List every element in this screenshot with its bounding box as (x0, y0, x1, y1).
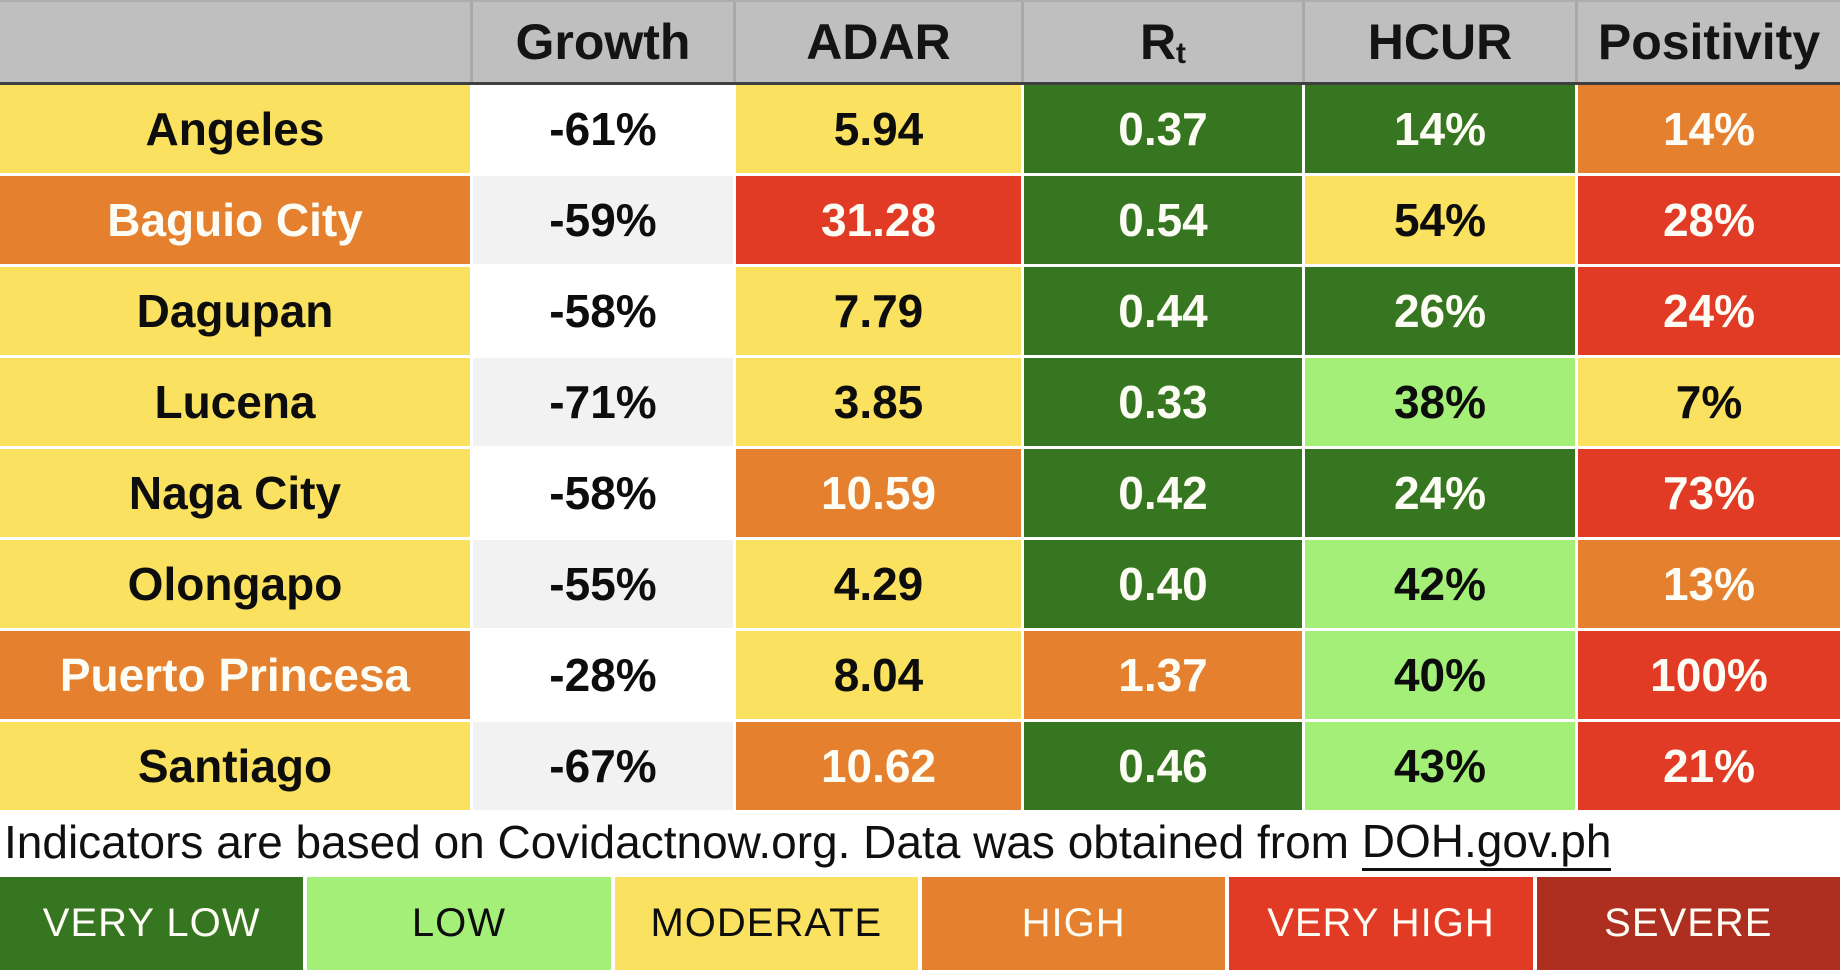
positivity-cell: 13% (1578, 540, 1840, 628)
city-cell: Angeles (0, 85, 470, 173)
legend-low: LOW (307, 877, 611, 970)
adar-cell: 10.59 (736, 449, 1021, 537)
legend-severe: SEVERE (1536, 877, 1840, 970)
growth-cell: -58% (473, 449, 733, 537)
hcur-cell: 14% (1305, 85, 1575, 173)
growth-cell: -61% (473, 85, 733, 173)
adar-cell: 4.29 (736, 540, 1021, 628)
footnote-text: Indicators are based on Covidactnow.org.… (4, 816, 1362, 868)
rt-cell: 0.37 (1024, 85, 1302, 173)
header-positivity: Positivity (1578, 2, 1840, 82)
city-cell: Dagupan (0, 267, 470, 355)
rt-cell: 1.37 (1024, 631, 1302, 719)
city-cell: Baguio City (0, 176, 470, 264)
rt-cell: 0.42 (1024, 449, 1302, 537)
growth-cell: -55% (473, 540, 733, 628)
growth-cell: -67% (473, 722, 733, 810)
city-cell: Olongapo (0, 540, 470, 628)
adar-cell: 10.62 (736, 722, 1021, 810)
positivity-cell: 14% (1578, 85, 1840, 173)
adar-cell: 3.85 (736, 358, 1021, 446)
positivity-cell: 24% (1578, 267, 1840, 355)
doh-link[interactable]: DOH.gov.ph (1361, 814, 1612, 871)
rt-cell: 0.54 (1024, 176, 1302, 264)
rt-cell: 0.46 (1024, 722, 1302, 810)
rt-cell: 0.40 (1024, 540, 1302, 628)
header-growth: Growth (473, 2, 733, 82)
adar-cell: 5.94 (736, 85, 1021, 173)
growth-cell: -28% (473, 631, 733, 719)
hcur-cell: 24% (1305, 449, 1575, 537)
severity-legend: VERY LOW LOW MODERATE HIGH VERY HIGH SEVERE (0, 877, 1840, 970)
positivity-cell: 7% (1578, 358, 1840, 446)
legend-high: HIGH (922, 877, 1226, 970)
header-rt-base: R (1139, 14, 1177, 70)
hcur-cell: 26% (1305, 267, 1575, 355)
header-hcur: HCUR (1305, 2, 1575, 82)
city-cell: Puerto Princesa (0, 631, 470, 719)
growth-cell: -71% (473, 358, 733, 446)
hcur-cell: 40% (1305, 631, 1575, 719)
hcur-cell: 42% (1305, 540, 1575, 628)
header-city (0, 2, 470, 82)
adar-cell: 7.79 (736, 267, 1021, 355)
positivity-cell: 28% (1578, 176, 1840, 264)
legend-moderate: MODERATE (614, 877, 918, 970)
growth-cell: -58% (473, 267, 733, 355)
adar-cell: 31.28 (736, 176, 1021, 264)
table-body: Angeles -61% 5.94 0.37 14% 14% Baguio City -59%… (0, 85, 1840, 810)
positivity-cell: 21% (1578, 722, 1840, 810)
legend-very-low: VERY LOW (0, 877, 304, 970)
city-cell: Lucena (0, 358, 470, 446)
rt-cell: 0.44 (1024, 267, 1302, 355)
hcur-cell: 43% (1305, 722, 1575, 810)
rt-cell: 0.33 (1024, 358, 1302, 446)
legend-very-high: VERY HIGH (1229, 877, 1533, 970)
city-cell: Santiago (0, 722, 470, 810)
header-rt-subscript: t (1176, 37, 1187, 70)
hcur-cell: 54% (1305, 176, 1575, 264)
footnote: Indicators are based on Covidactnow.org.… (0, 812, 1840, 872)
city-cell: Naga City (0, 449, 470, 537)
positivity-cell: 73% (1578, 449, 1840, 537)
positivity-cell: 100% (1578, 631, 1840, 719)
growth-cell: -59% (473, 176, 733, 264)
adar-cell: 8.04 (736, 631, 1021, 719)
header-adar: ADAR (736, 2, 1021, 82)
hcur-cell: 38% (1305, 358, 1575, 446)
